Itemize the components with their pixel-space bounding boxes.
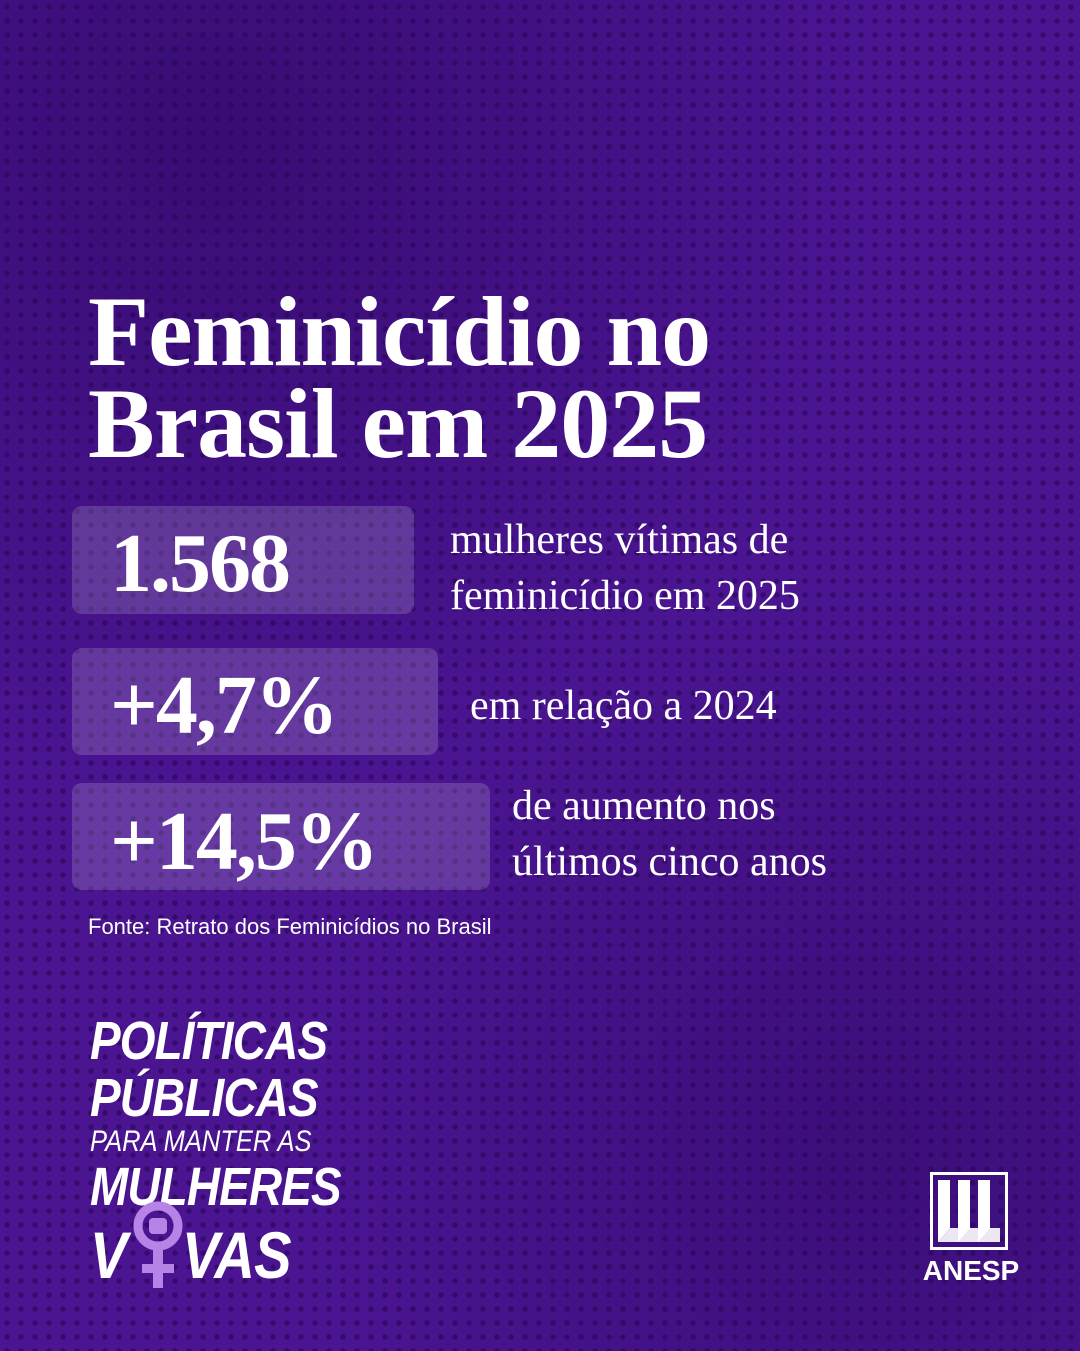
- stat-description: de aumento nos: [512, 783, 776, 829]
- stat-figure: +4,7%: [110, 659, 339, 752]
- title-line: Brasil em 2025: [88, 368, 708, 479]
- campaign-part: VAS: [182, 1218, 291, 1292]
- symbol-bar: [142, 1264, 174, 1273]
- stat-description: feminicídio em 2025: [450, 573, 800, 619]
- stat-description: mulheres vítimas de: [450, 517, 789, 563]
- logo-mark: [930, 1172, 1008, 1250]
- campaign-line: PÚBLICAS: [90, 1068, 319, 1128]
- stat-description: últimos cinco anos: [512, 839, 827, 885]
- logo-frame: [930, 1172, 1008, 1250]
- stat-box: [72, 783, 490, 890]
- logo-name: ANESP: [922, 1255, 1020, 1286]
- logo-stroke: [938, 1180, 950, 1242]
- female-symbol: [133, 1201, 183, 1288]
- title-line: Feminicídio no: [88, 276, 711, 387]
- logo-stroke: [958, 1180, 970, 1242]
- stat-figure: 1.568: [110, 517, 291, 610]
- campaign-part: V: [90, 1218, 127, 1292]
- logo-base: [938, 1228, 1000, 1242]
- campaign-line: MULHERES: [90, 1157, 342, 1217]
- campaign-line: POLÍTICAS: [90, 1011, 328, 1071]
- stat-box: [72, 506, 414, 614]
- campaign-line: PARA MANTER AS: [90, 1125, 312, 1158]
- stat-description: em relação a 2024: [470, 683, 777, 729]
- stat-figure: +14,5%: [110, 795, 379, 888]
- logo-stroke: [978, 1180, 990, 1242]
- source: Fonte: Retrato dos Feminicídios no Brasi…: [88, 914, 492, 939]
- stat-box: [72, 648, 438, 755]
- symbol-fist: [149, 1218, 167, 1234]
